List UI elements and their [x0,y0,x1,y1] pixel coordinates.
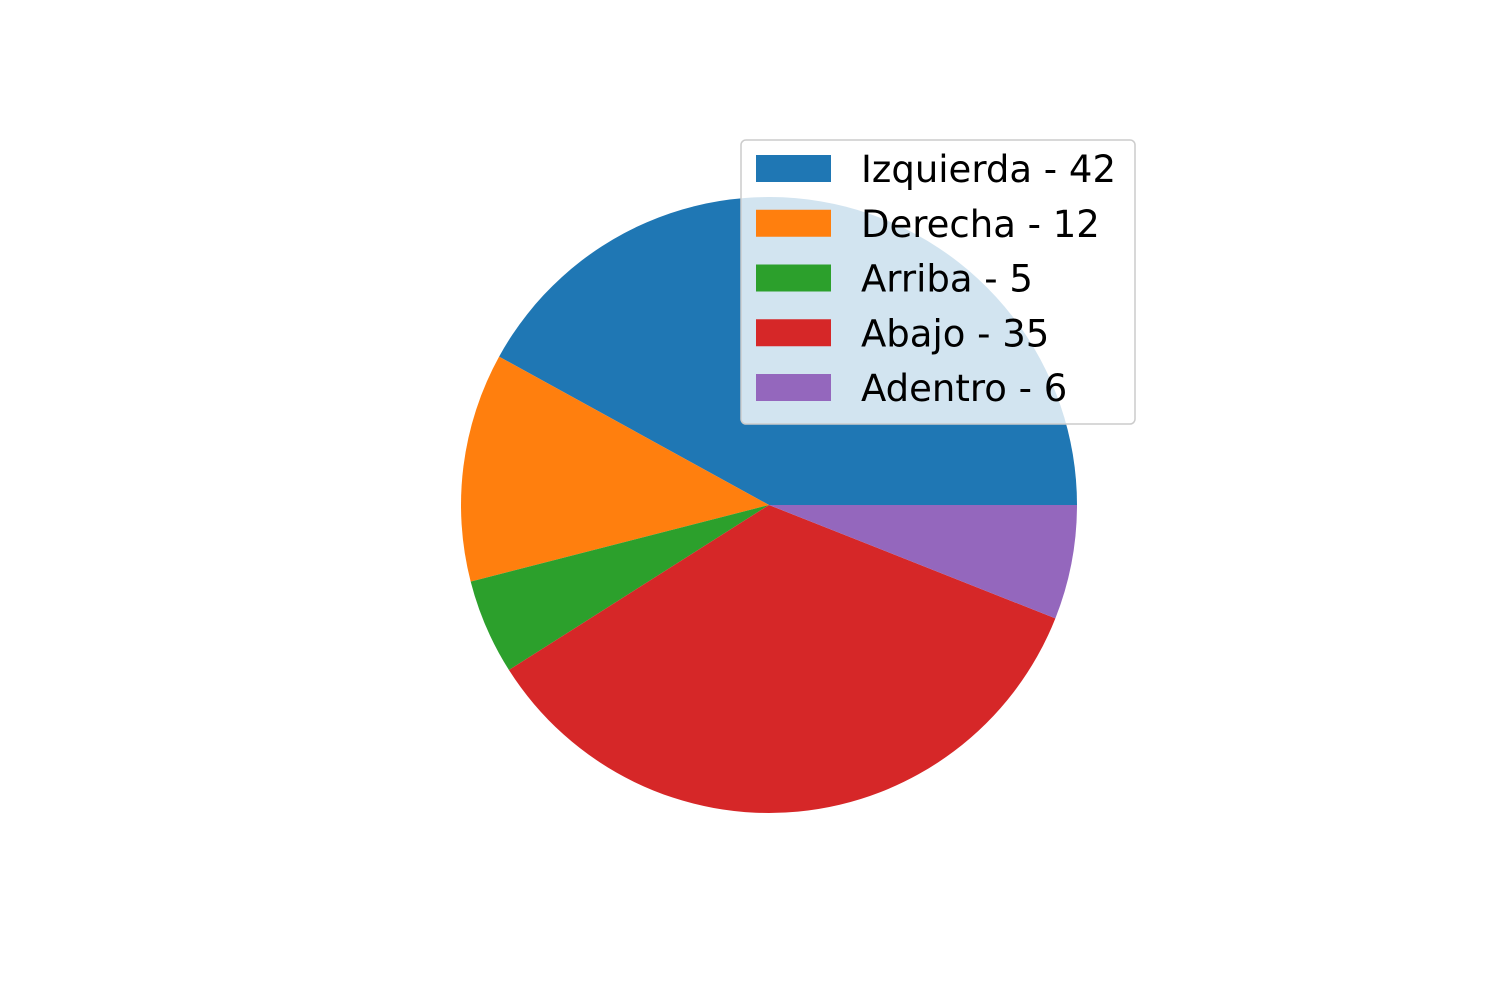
legend-swatch-derecha [756,209,831,237]
legend-swatch-izquierda [756,155,831,182]
pie-slice-adentro [769,505,1077,619]
legend-swatch-arriba [756,264,831,292]
legend-swatch-abajo [756,319,831,347]
pie-slice-derecha [461,356,769,582]
legend-label-arriba: Arriba - 5 [861,258,1033,301]
pie-slice-arriba [470,505,769,671]
legend-frame [740,139,1136,425]
legend-label-adentro: Adentro - 6 [861,367,1067,410]
legend-swatch-adentro [756,374,831,401]
legend-label-izquierda: Izquierda - 42 [861,148,1116,191]
legend-label-derecha: Derecha - 12 [861,203,1100,246]
legend-entries: Izquierda - 42 Derecha - 12 Arriba - 5 Abaj… [756,148,1116,410]
legend: Izquierda - 42 Derecha - 12 Arriba - 5 Abaj… [740,139,1136,425]
pie-slice-abajo [508,505,1056,813]
legend-label-abajo: Abajo - 35 [861,312,1049,355]
